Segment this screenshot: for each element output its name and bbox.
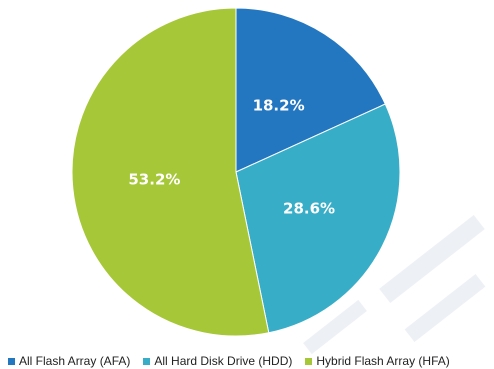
pie-slice-hdd	[235, 103, 401, 334]
slice-label-hfa: 53.2%	[128, 171, 180, 189]
slice-label-hdd: 28.6%	[283, 200, 335, 218]
legend-label-afa: All Flash Array (AFA)	[19, 354, 131, 368]
pie-slice-hfa	[71, 7, 270, 337]
legend-label-hdd: All Hard Disk Drive (HDD)	[154, 354, 293, 368]
legend-swatch-afa	[8, 357, 15, 365]
pie-slice-afa	[235, 7, 386, 173]
legend: All Flash Array (AFA) All Hard Disk Driv…	[8, 354, 450, 368]
legend-label-hfa: Hybrid Flash Array (HFA)	[316, 354, 450, 368]
legend-item-hdd: All Hard Disk Drive (HDD)	[143, 354, 292, 368]
legend-swatch-hdd	[143, 357, 151, 365]
slice-label-afa: 18.2%	[253, 96, 305, 114]
legend-swatch-hfa	[305, 357, 313, 365]
legend-item-afa: All Flash Array (AFA)	[8, 354, 130, 368]
legend-item-hfa: Hybrid Flash Array (HFA)	[305, 354, 450, 368]
